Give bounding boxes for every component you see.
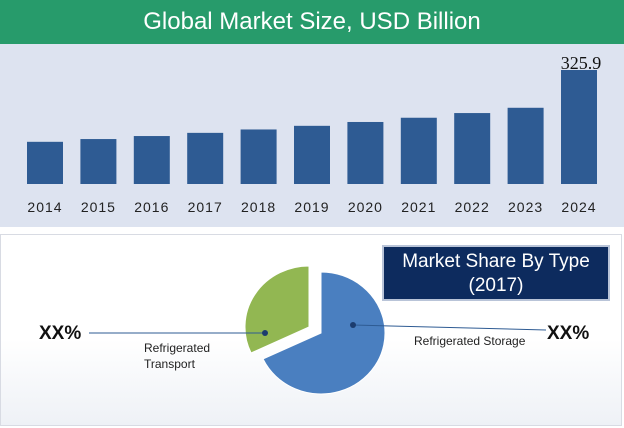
bar-2016 bbox=[133, 136, 170, 184]
bar-2015 bbox=[80, 139, 117, 184]
x-tick-2024: 2024 bbox=[561, 199, 596, 215]
x-tick-2020: 2020 bbox=[348, 199, 383, 215]
bar-2020 bbox=[347, 121, 384, 184]
chart-title: Global Market Size, USD Billion bbox=[0, 0, 624, 44]
transport-label: Refrigerated Transport bbox=[144, 340, 210, 372]
pie-chart bbox=[89, 265, 547, 395]
bar-2021 bbox=[400, 117, 437, 184]
x-tick-2022: 2022 bbox=[455, 199, 490, 215]
transport-leader-dot bbox=[262, 330, 268, 336]
pie-title-box: Market Share By Type (2017) bbox=[382, 245, 610, 301]
bar-chart: 2014 2015 2016 2017 2018 2019 2020 2021 2022 2023… bbox=[27, 53, 602, 215]
x-tick-2017: 2017 bbox=[188, 199, 223, 215]
bar-2019 bbox=[294, 125, 330, 184]
bar-2014 bbox=[27, 141, 63, 184]
pie-slice-transport bbox=[244, 265, 310, 354]
bar-2023 bbox=[507, 107, 544, 184]
pie-title-line-1: Market Share By Type bbox=[402, 251, 590, 272]
storage-leader-line bbox=[352, 324, 547, 331]
pie-slice-storage bbox=[262, 271, 386, 395]
x-tick-2021: 2021 bbox=[401, 199, 436, 215]
x-tick-2015: 2015 bbox=[81, 199, 116, 215]
x-tick-2019: 2019 bbox=[294, 199, 329, 215]
bar-2017 bbox=[187, 132, 224, 184]
storage-leader-dot bbox=[350, 322, 356, 328]
bar-2022 bbox=[454, 113, 491, 184]
transport-label-line-2: Transport bbox=[144, 357, 195, 371]
pie-chart-panel: Market Share By Type (2017) XX% XX% Refr… bbox=[0, 234, 622, 426]
storage-label: Refrigerated Storage bbox=[414, 334, 526, 348]
pie-title-line-2: (2017) bbox=[468, 275, 524, 296]
x-tick-2014: 2014 bbox=[27, 199, 62, 215]
x-tick-2023: 2023 bbox=[508, 199, 543, 215]
data-label-2024: 325.9 bbox=[561, 53, 602, 73]
bar-2024 bbox=[561, 70, 597, 184]
x-tick-2016: 2016 bbox=[134, 199, 169, 215]
x-tick-2018: 2018 bbox=[241, 199, 276, 215]
storage-percent: XX% bbox=[547, 323, 590, 344]
transport-percent: XX% bbox=[39, 323, 82, 344]
bar-chart-panel: 2014 2015 2016 2017 2018 2019 2020 2021 2022 2023… bbox=[0, 44, 624, 227]
bar-2018 bbox=[240, 129, 277, 184]
transport-label-line-1: Refrigerated bbox=[144, 341, 211, 355]
